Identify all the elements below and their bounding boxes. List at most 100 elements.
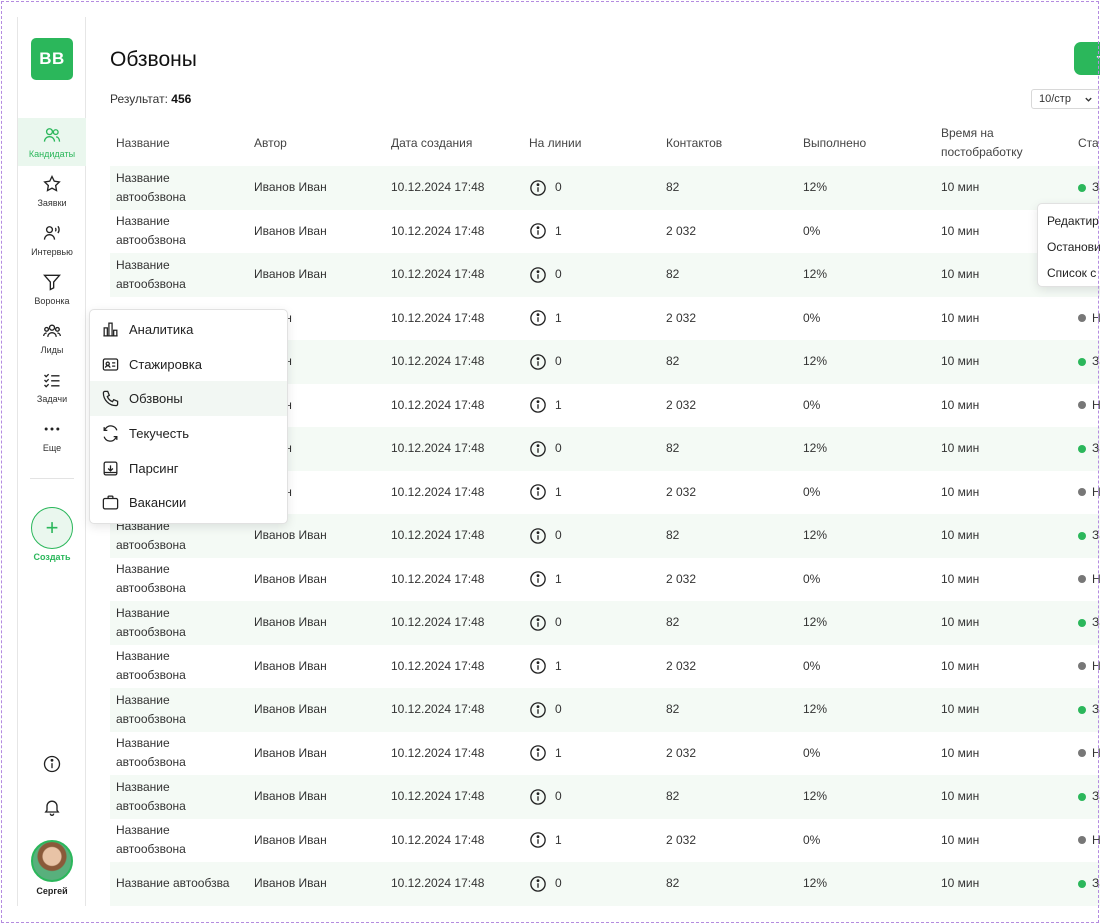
info-icon[interactable] (529, 701, 547, 719)
sidebar-item-requests[interactable]: Заявки (18, 167, 86, 215)
menu-item-turnover[interactable]: Текучесть (90, 416, 287, 451)
status-badge: За (1092, 702, 1100, 717)
table-row[interactable]: Название автообзвона Иванов Иван 10.12.202… (110, 645, 1100, 689)
app-logo[interactable]: BB (31, 38, 73, 80)
online-count: 0 (555, 354, 562, 369)
cell-status: Н (1078, 558, 1100, 602)
header-col-post[interactable]: Время на постобработку (941, 126, 1023, 159)
result-label: Результат: (110, 92, 168, 106)
cell-online: 0 (529, 427, 562, 471)
menu-item-vacancies[interactable]: Вакансии (90, 485, 287, 520)
ctx-edit[interactable]: Редактир (1047, 214, 1099, 228)
cell-post: 10 мин (941, 354, 980, 369)
sidebar-item-more[interactable]: Еще (18, 412, 86, 460)
table-row[interactable]: Название автообзвона Иванов Иван 10.12.202… (110, 819, 1100, 863)
table-row[interactable]: Название автообзвона Иванов Иван 10.12.202… (110, 210, 1100, 254)
header-col-done[interactable]: Выполнено (803, 135, 867, 150)
star-icon (43, 174, 61, 192)
header-col-online[interactable]: На линии (529, 135, 582, 150)
table-row[interactable]: Название автообзва Иванов Иван 10.12.2024 … (110, 862, 1100, 906)
cell-author: Иванов Иван (254, 832, 327, 847)
menu-item-analytics[interactable]: Аналитика (90, 312, 287, 347)
info-icon[interactable] (529, 744, 547, 762)
sidebar-item-leads[interactable]: Лиды (18, 314, 86, 362)
cell-author: Иванов Иван (254, 702, 327, 717)
info-icon[interactable] (42, 754, 62, 774)
status-badge: Н (1092, 397, 1100, 412)
cell-contacts: 82 (666, 180, 680, 195)
table-row[interactable]: Название автообзвона Иванов Иван 10.12.202… (110, 775, 1100, 819)
id-card-icon (102, 357, 119, 371)
sidebar-item-tasks[interactable]: Задачи (18, 363, 86, 411)
online-count: 0 (555, 876, 562, 891)
cell-contacts: 2 032 (666, 658, 697, 673)
info-icon[interactable] (529, 527, 547, 545)
status-dot (1078, 531, 1086, 540)
cell-status: За (1078, 601, 1100, 645)
info-icon[interactable] (529, 440, 547, 458)
cell-date: 10.12.2024 17:48 (391, 397, 485, 412)
sidebar-item-candidates[interactable]: Кандидаты (18, 118, 86, 166)
cell-name: Название автообзвона (116, 605, 186, 639)
info-icon[interactable] (529, 179, 547, 197)
info-icon[interactable] (529, 353, 547, 371)
header-col-name[interactable]: Название (116, 135, 170, 150)
more-menu: Аналитика Стажировка Обзвоны Текучесть П… (89, 309, 288, 524)
info-icon[interactable] (529, 266, 547, 284)
table-row[interactable]: Название автообзвона Иванов Иван 10.12.202… (110, 166, 1100, 210)
info-icon[interactable] (529, 222, 547, 240)
cell-name: Название автообзвона (116, 692, 186, 726)
info-icon[interactable] (529, 483, 547, 501)
cell-online: 0 (529, 340, 562, 384)
cell-post: 10 мин (941, 397, 980, 412)
info-icon[interactable] (529, 657, 547, 675)
header-col-contacts[interactable]: Контактов (666, 135, 723, 150)
table-row[interactable]: Название автообзвона Иванов Иван 10.12.202… (110, 601, 1100, 645)
cell-contacts: 82 (666, 441, 680, 456)
cell-done: 12% (803, 789, 828, 804)
cell-online: 0 (529, 862, 562, 906)
info-icon[interactable] (529, 309, 547, 327)
menu-item-parsing[interactable]: Парсинг (90, 451, 287, 486)
info-icon[interactable] (529, 831, 547, 849)
sidebar-item-funnel[interactable]: Воронка (18, 265, 86, 313)
info-icon[interactable] (529, 570, 547, 588)
cell-name: Название автообзва (116, 876, 230, 891)
table-row[interactable]: Название автообзвона Иванов Иван 10.12.202… (110, 558, 1100, 602)
status-dot (1078, 444, 1086, 453)
chevron-down-icon (1085, 97, 1092, 102)
info-icon[interactable] (529, 396, 547, 414)
ctx-list[interactable]: Список с (1047, 266, 1097, 280)
cell-author: Иванов Иван (254, 789, 327, 804)
cell-contacts: 82 (666, 615, 680, 630)
table-row[interactable]: Название автообзвона Иванов Иван 10.12.202… (110, 253, 1100, 297)
table-row[interactable]: Название автообзвона Иванов Иван 10.12.202… (110, 514, 1100, 558)
cell-contacts: 82 (666, 354, 680, 369)
menu-item-calls[interactable]: Обзвоны (90, 381, 287, 417)
status-badge: За (1092, 789, 1100, 804)
cell-date: 10.12.2024 17:48 (391, 571, 485, 586)
cell-contacts: 2 032 (666, 571, 697, 586)
avatar[interactable] (31, 840, 73, 882)
info-icon[interactable] (529, 788, 547, 806)
info-icon[interactable] (529, 875, 547, 893)
ctx-stop[interactable]: Останови (1047, 240, 1100, 254)
online-count: 0 (555, 267, 562, 282)
table-row[interactable]: Название автообзвона Иванов Иван 10.12.202… (110, 688, 1100, 732)
bell-icon[interactable] (42, 797, 62, 817)
header-col-date[interactable]: Дата создания (391, 135, 473, 150)
header-col-status[interactable]: Ста (1078, 135, 1099, 150)
add-call-campaign-button[interactable]: + (1074, 42, 1100, 75)
cell-date: 10.12.2024 17:48 (391, 223, 485, 238)
create-button[interactable]: + (31, 507, 73, 549)
online-count: 0 (555, 528, 562, 543)
cell-date: 10.12.2024 17:48 (391, 789, 485, 804)
table-row[interactable]: Название автообзвона Иванов Иван 10.12.202… (110, 732, 1100, 776)
menu-item-internship[interactable]: Стажировка (90, 347, 287, 382)
online-count: 0 (555, 441, 562, 456)
header-col-author[interactable]: Автор (254, 135, 287, 150)
status-badge: Н (1092, 832, 1100, 847)
sidebar-item-interview[interactable]: Интервью (18, 216, 86, 264)
info-icon[interactable] (529, 614, 547, 632)
per-page-select[interactable]: 10/стр (1031, 89, 1100, 109)
